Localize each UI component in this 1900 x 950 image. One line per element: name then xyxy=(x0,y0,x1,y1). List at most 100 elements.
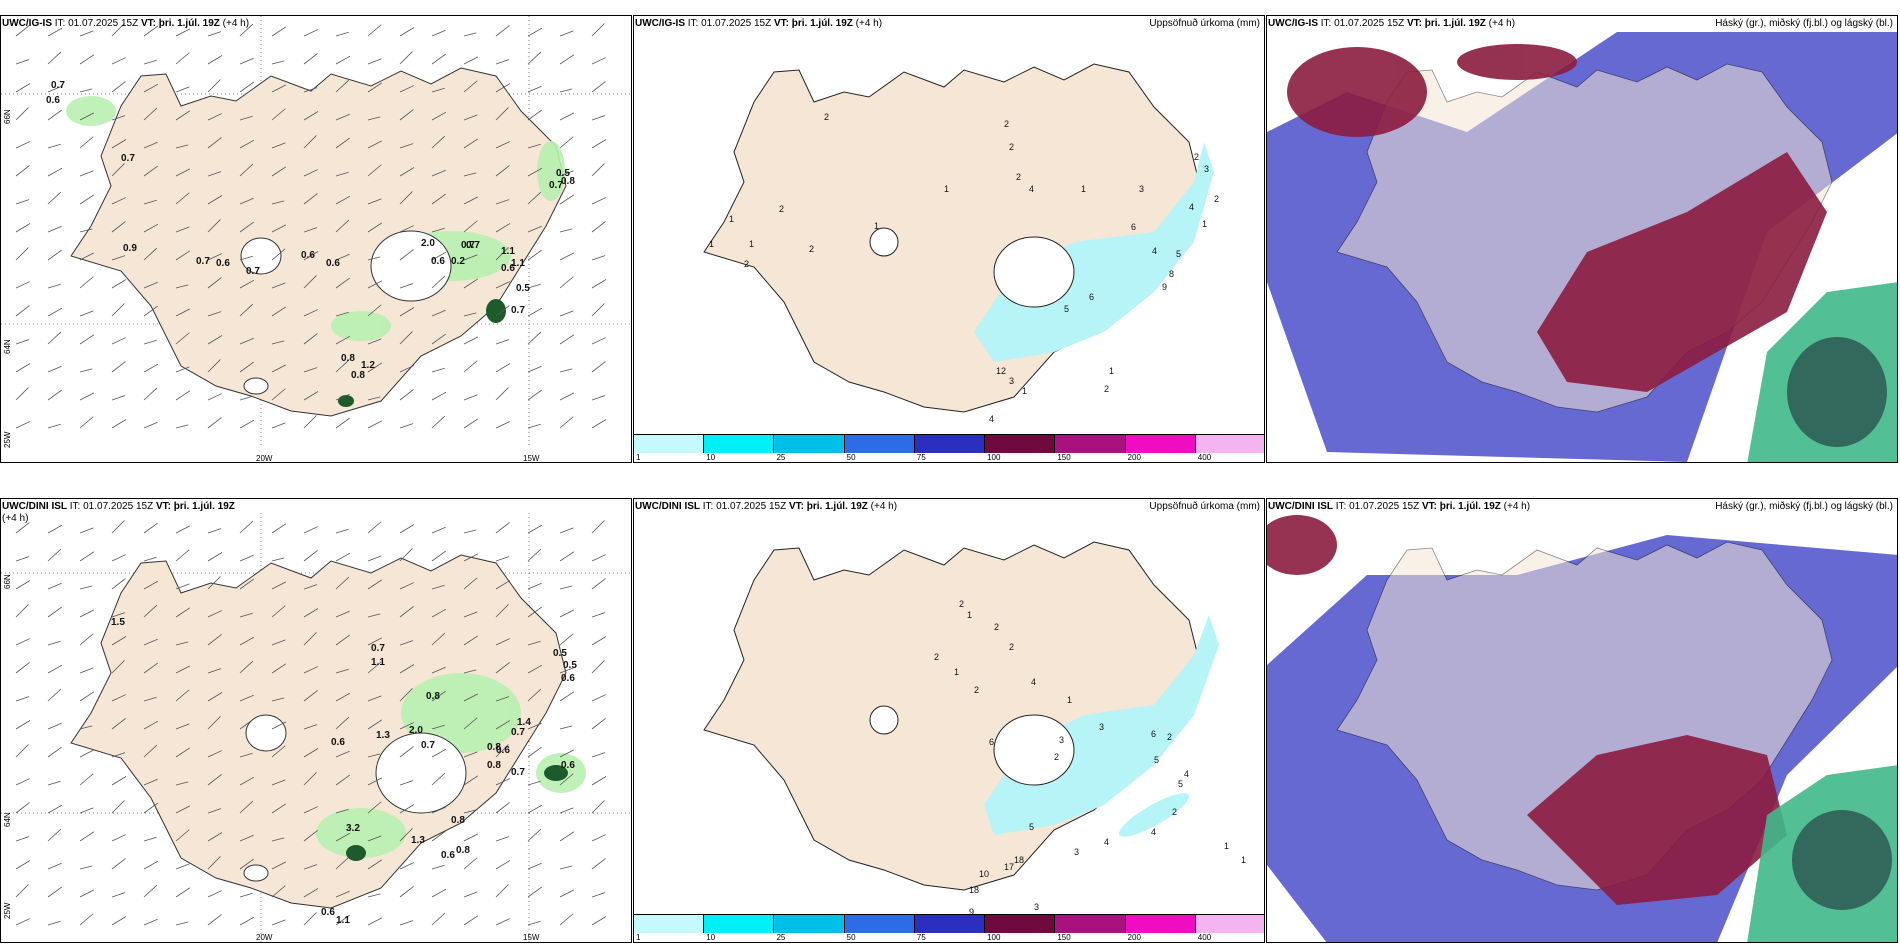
wind-barb xyxy=(79,667,94,674)
precip-value-label: 2 xyxy=(824,112,829,122)
wind-barb xyxy=(47,582,62,590)
wind-barb xyxy=(15,223,31,233)
wind-barb xyxy=(431,275,446,289)
colorbar-tick-label: 150 xyxy=(1057,453,1071,462)
wind-barb xyxy=(495,141,510,149)
wind-barb xyxy=(431,367,445,373)
wind-barb xyxy=(207,610,222,618)
precip-value-label: 4 xyxy=(1029,184,1034,194)
wind-barb xyxy=(399,524,415,534)
wind-barb xyxy=(143,339,157,345)
wind-barb xyxy=(591,395,606,401)
wind-barb xyxy=(431,169,446,177)
wind-barb xyxy=(239,279,255,289)
wind-barb xyxy=(303,864,318,870)
wind-barb xyxy=(399,722,414,730)
lon-label: 15W xyxy=(523,933,540,942)
iceland-cloud-map[interactable] xyxy=(1267,515,1898,943)
wind-barb xyxy=(591,57,606,65)
wind-barb xyxy=(239,255,253,261)
wind-barb xyxy=(335,716,350,730)
wind-barb xyxy=(271,697,285,702)
wind-barb xyxy=(143,556,157,562)
precip-value-label: 1 xyxy=(1241,855,1246,865)
precip-value-label: 5 xyxy=(1029,822,1034,832)
precip-value-label: 2 xyxy=(1194,152,1199,162)
wind-barb xyxy=(271,248,286,261)
wind-barb xyxy=(15,556,30,562)
wind-barb xyxy=(47,640,61,646)
precip-value-label: 3 xyxy=(1204,164,1209,174)
wind-barb xyxy=(367,420,383,429)
wind-barb xyxy=(367,24,382,37)
wind-barb xyxy=(143,638,158,646)
wind-barb xyxy=(47,548,62,562)
wind-barb xyxy=(111,660,125,674)
wind-barb xyxy=(143,662,158,674)
wind-barb xyxy=(111,718,126,730)
precip-value-label: 2 xyxy=(809,244,814,254)
wind-value-label: 1.1 xyxy=(511,258,525,269)
wind-barb xyxy=(495,884,509,898)
wind-barb xyxy=(399,167,415,177)
wind-barb xyxy=(591,221,606,233)
wind-barb xyxy=(495,662,510,674)
wind-barb xyxy=(367,521,382,534)
wind-barb xyxy=(271,919,286,926)
precip-value-label: 2 xyxy=(934,652,939,662)
precip-value-label: 1 xyxy=(1022,386,1027,396)
wind-barb xyxy=(463,278,479,289)
wind-barb xyxy=(271,581,287,590)
wind-value-label: 0.7 xyxy=(196,256,210,267)
wind-barb xyxy=(303,227,318,233)
wind-barb xyxy=(175,863,190,870)
iceland-cloud-map[interactable] xyxy=(1267,32,1898,463)
wind-barb xyxy=(303,29,318,37)
wind-barb xyxy=(463,394,478,401)
wind-barb xyxy=(303,888,319,898)
wind-barb xyxy=(175,110,191,121)
wind-barb xyxy=(367,164,382,177)
wind-barb xyxy=(239,139,255,149)
cloud-map-panel-2: UWC/DINI ISL IT: 01.07.2025 15Z VT: þri.… xyxy=(1266,498,1898,943)
wind-barb xyxy=(559,667,574,674)
iceland-wind-map[interactable]: 0.70.60.70.90.7 0.60.70.60.62.0 0.70.6 0.20… xyxy=(1,16,632,448)
wind-barb xyxy=(367,304,382,317)
wind-barb xyxy=(207,393,222,401)
wind-barb xyxy=(143,580,159,590)
wind-map-panel-2: UWC/DINI ISL IT: 01.07.2025 15Z VT: þri.… xyxy=(0,498,632,943)
iceland-wind-map[interactable]: 1.50.71.10.82.00.61.30.7 0.81.40.50.50.60… xyxy=(1,513,632,943)
wind-barb xyxy=(399,191,413,205)
wind-barb xyxy=(495,580,511,590)
wind-value-label: 2.0 xyxy=(421,238,435,249)
wind-barb xyxy=(495,199,510,205)
wind-barb xyxy=(463,669,477,674)
wind-barb xyxy=(79,368,93,373)
wind-barb xyxy=(495,421,510,429)
wind-value-label: 0.6 xyxy=(441,850,455,861)
lat-label: 64N xyxy=(3,812,12,827)
wind-barb xyxy=(559,831,575,842)
wind-barb xyxy=(15,387,29,401)
wind-barb xyxy=(47,307,63,317)
wind-barb xyxy=(207,79,221,93)
wind-barb xyxy=(559,88,573,93)
wind-value-label: 0.7 xyxy=(421,740,435,751)
wind-barb xyxy=(559,276,574,289)
wind-barb xyxy=(207,668,222,674)
wind-barb xyxy=(367,859,383,870)
wind-barb xyxy=(239,636,255,646)
colorbar-swatch xyxy=(985,915,1056,933)
colorbar-swatch xyxy=(634,435,705,453)
wind-barb xyxy=(559,170,574,177)
iceland-precip-map[interactable]: 22121242132632654524431817510318911211 xyxy=(634,515,1265,920)
colorbar-tick-label: 1 xyxy=(636,453,641,462)
precip-value-label: 5 xyxy=(1064,304,1069,314)
wind-barb xyxy=(495,305,510,317)
wind-barb xyxy=(111,578,126,590)
colorbar-swatch xyxy=(1195,915,1264,933)
wind-barb xyxy=(431,227,445,233)
wind-barb xyxy=(239,612,253,618)
wind-barb xyxy=(527,746,542,758)
